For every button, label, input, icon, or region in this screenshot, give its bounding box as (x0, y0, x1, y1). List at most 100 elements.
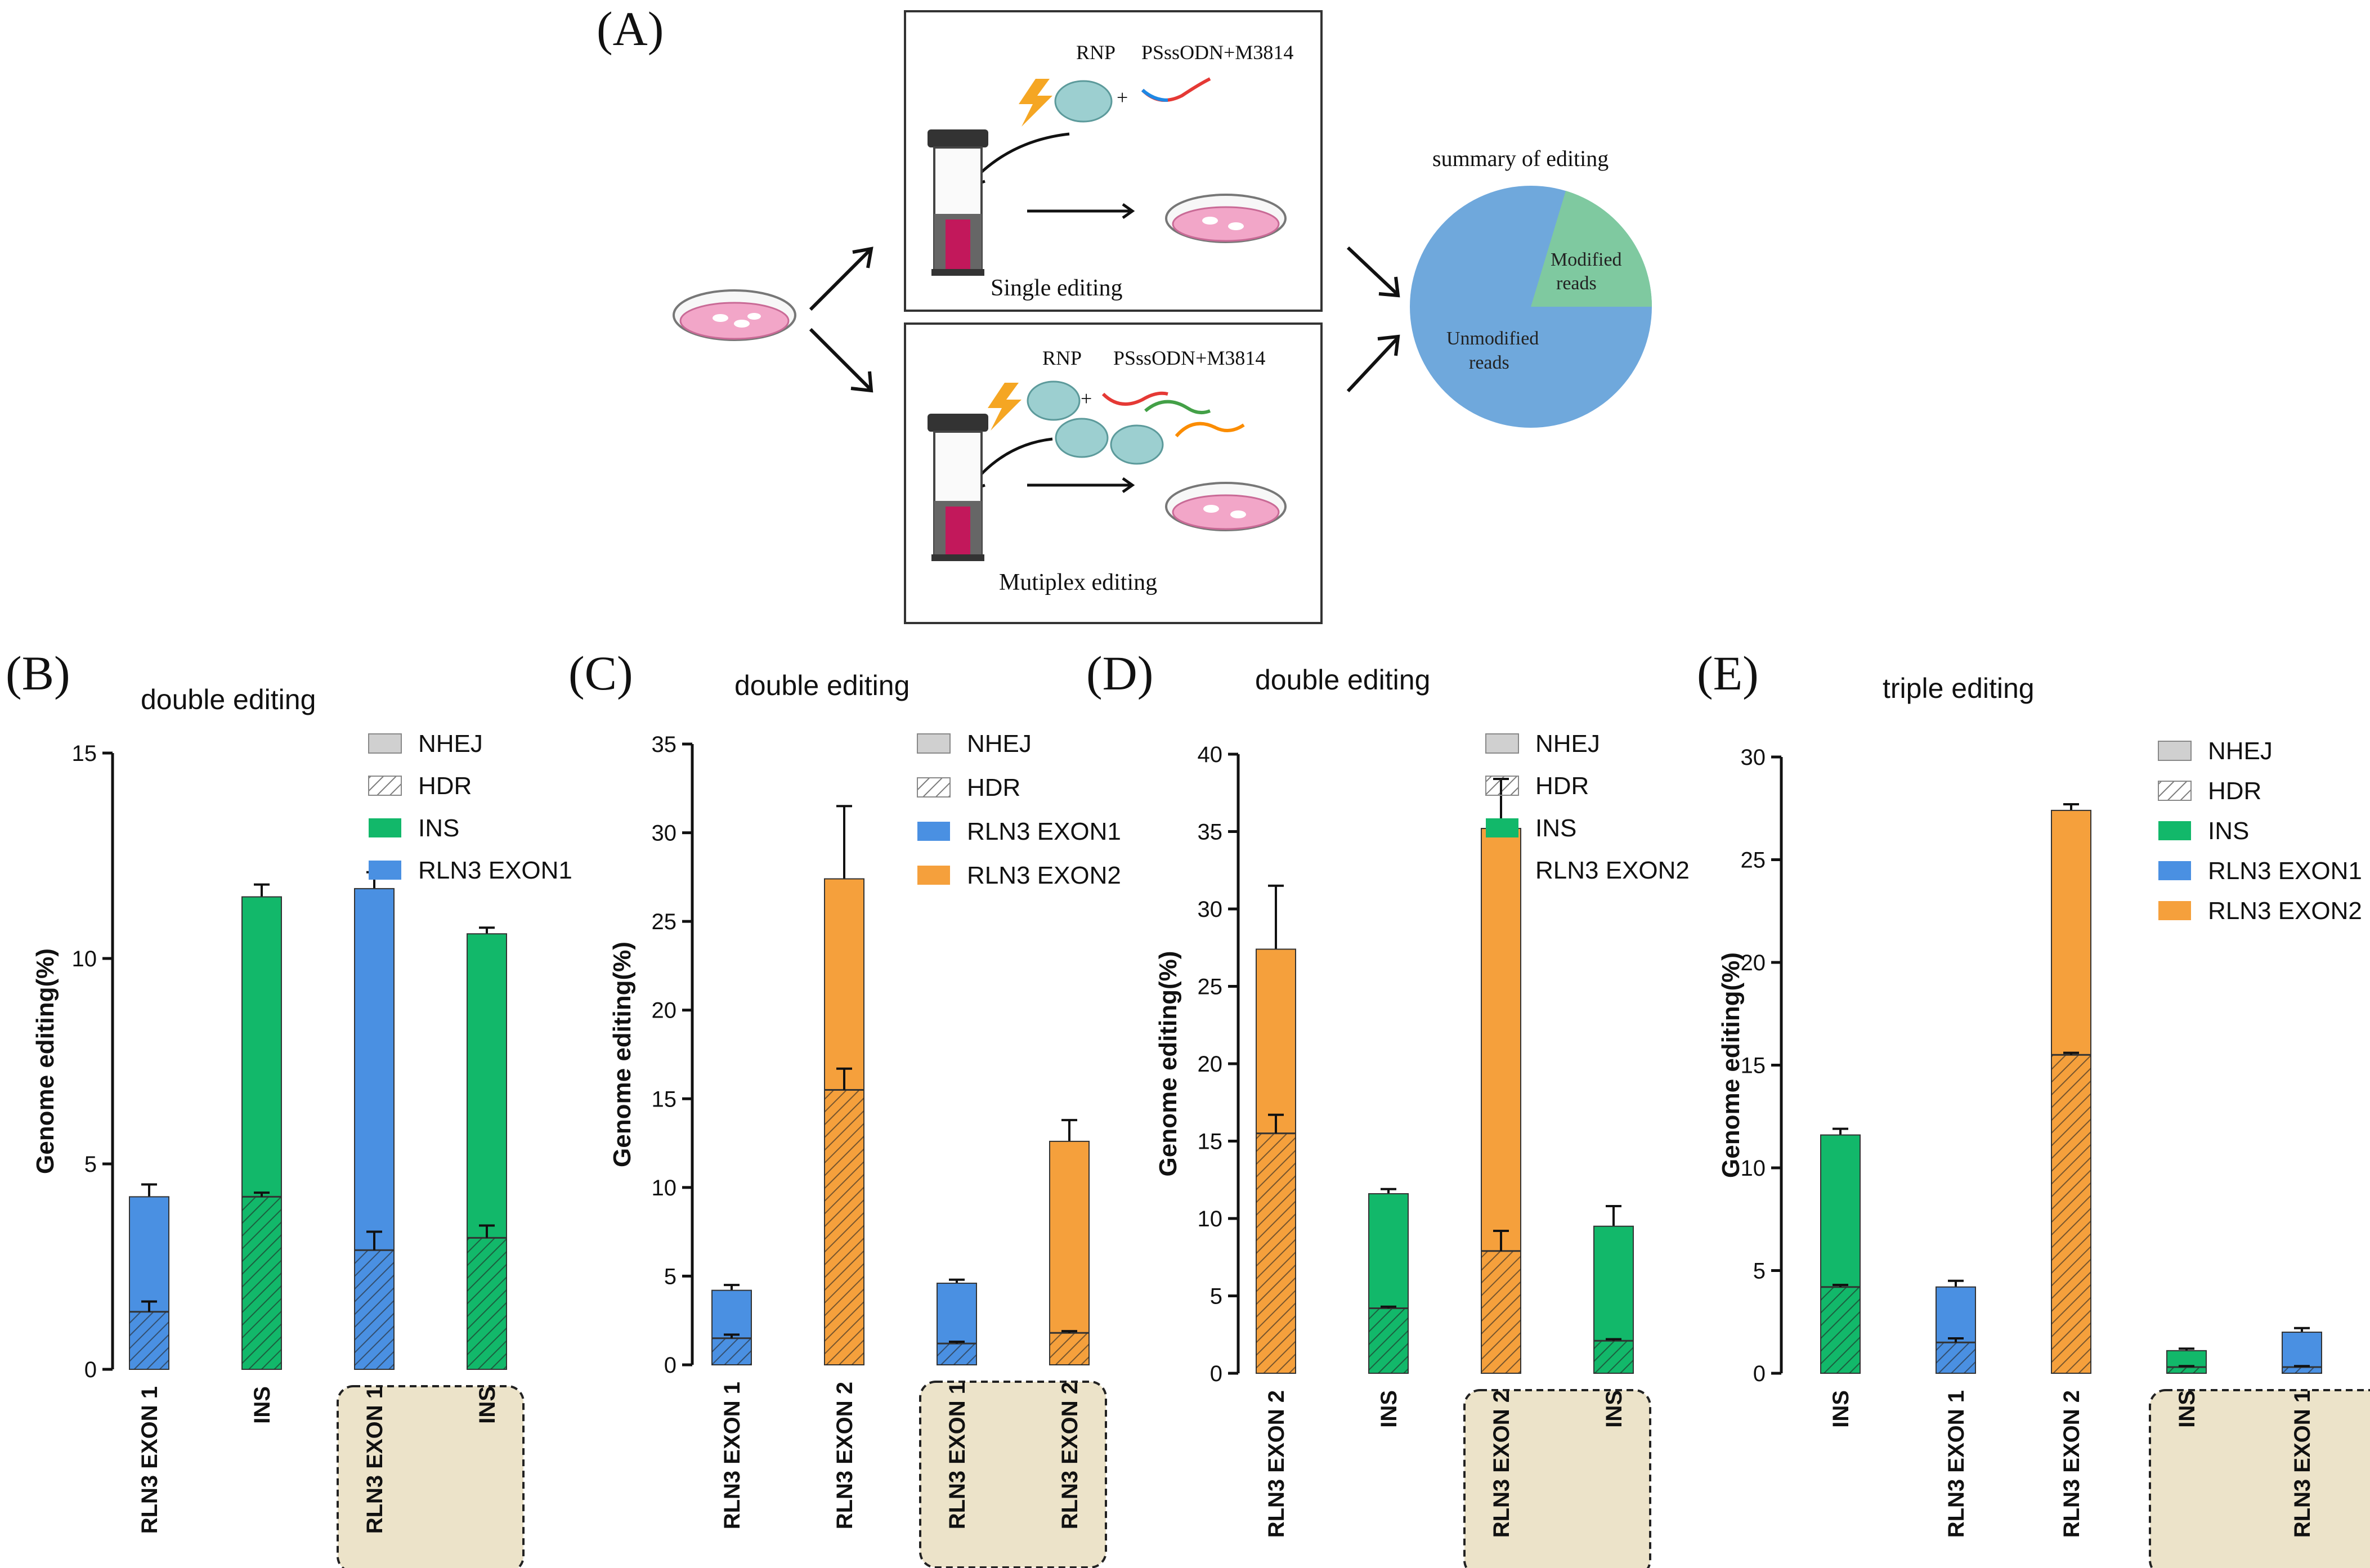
single-result-dish-icon (1165, 194, 1287, 243)
y-axis-label: Genome editing(%) (32, 948, 59, 1174)
legend-label: NHEJ (1535, 730, 1600, 758)
multiplex-result-dish-icon (1165, 482, 1287, 531)
bar-hdr-segment (1369, 1308, 1408, 1373)
legend-swatch (369, 861, 401, 880)
single-editing-box: RNP PSssODN+M3814 + (904, 10, 1323, 312)
electroporation-bolt-icon (1019, 79, 1052, 127)
chart-title: triple editing (1883, 673, 2035, 704)
category-label: RLN3 EXON 2 (1489, 1390, 1514, 1538)
multiplex-plus-sign: + (1081, 387, 1092, 410)
legend-label: INS (2208, 817, 2249, 845)
merge-arrows-icon (1346, 246, 1400, 393)
y-tick-label: 20 (1741, 951, 1766, 975)
legend-swatch (368, 776, 402, 796)
legend-swatch (917, 733, 951, 754)
bar-hdr-segment (825, 1090, 864, 1365)
y-tick-label: 0 (84, 1358, 97, 1382)
legend-label: NHEJ (967, 730, 1032, 758)
y-tick-label: 5 (1753, 1259, 1766, 1284)
y-tick-label: 35 (652, 732, 677, 757)
y-axis-label: Genome editing(%) (1717, 952, 1745, 1178)
y-tick-label: 25 (1198, 975, 1223, 1000)
pie-title: summary of editing (1432, 146, 1609, 171)
bar-hdr-segment (467, 1238, 507, 1369)
multiplex-donor-label: PSssODN+M3814 (1113, 347, 1265, 369)
panel-label: (D) (1086, 646, 1153, 700)
category-label: INS (475, 1386, 500, 1424)
legend-swatch (368, 733, 402, 754)
category-label: INS (250, 1386, 275, 1424)
y-tick-label: 25 (1741, 848, 1766, 873)
panel-a-schematic: (A) RNP PSssODN+M3814 + (597, 2, 1652, 624)
chart-title: double editing (141, 684, 316, 715)
bar-hdr-segment (129, 1311, 169, 1369)
chart-panel-d: (D) double editing 0 5 10 15 20 25 30 35 40 Genome … (1086, 646, 1690, 1568)
multiplex-rnp-1-icon (1027, 380, 1081, 421)
multiplex-rnp-2-icon (1055, 418, 1109, 458)
multiplex-rnp-label: RNP (1042, 347, 1082, 369)
legend-label: HDR (1535, 772, 1589, 800)
single-donor-label: PSssODN+M3814 (1141, 41, 1293, 64)
chart-title: double editing (734, 670, 910, 701)
category-label: RLN3 EXON 2 (832, 1382, 857, 1529)
legend-swatch (2158, 861, 2191, 880)
bar-hdr-segment (1481, 1251, 1521, 1373)
legend-swatch (2158, 821, 2191, 840)
y-tick-label: 30 (1198, 897, 1223, 922)
y-tick-label: 20 (652, 998, 677, 1023)
category-label: RLN3 EXON 2 (1058, 1382, 1082, 1529)
legend-label: RLN3 EXON1 (418, 857, 572, 884)
category-label: INS (1829, 1390, 1853, 1428)
y-axis-label: Genome editing(%) (1154, 951, 1182, 1177)
legend-label: NHEJ (418, 730, 483, 758)
chart-panel-e: (E) triple editing 0 5 10 15 20 25 30 Genome edit… (1697, 646, 2370, 1568)
chart-panel-b: (B) double editing 0 5 10 15 Genome editing(%)… (6, 646, 572, 1568)
y-tick-label: 35 (1198, 820, 1223, 845)
y-tick-label: 5 (1210, 1284, 1222, 1309)
y-tick-label: 0 (1753, 1361, 1766, 1386)
pie-unmodified-label-1: Unmodified (1446, 328, 1539, 349)
y-tick-label: 0 (1210, 1361, 1222, 1386)
y-tick-label: 30 (652, 821, 677, 846)
legend-label: RLN3 EXON2 (1535, 857, 1690, 884)
chart-panel-c: (C) double editing 0 5 10 15 20 25 30 35 Genome ed… (568, 646, 1121, 1568)
pie-slice-modified (1531, 191, 1652, 307)
multiplex-process-arrowhead-icon (1122, 477, 1135, 494)
bar-hdr-segment (242, 1197, 281, 1369)
bar-hdr-segment (355, 1250, 394, 1369)
multiplex-ssodn-3-icon (1175, 422, 1245, 437)
y-tick-label: 10 (1741, 1156, 1766, 1181)
editing-summary-pie: summary of editing Modified reads Unmodi… (1410, 146, 1652, 428)
legend-swatch (1485, 776, 1519, 796)
y-tick-label: 15 (72, 741, 97, 766)
bar-hdr-segment (1936, 1342, 1975, 1373)
single-editing-caption: Single editing (991, 275, 1123, 301)
chart-title: double editing (1255, 664, 1430, 696)
multiplex-cuvette-icon (928, 414, 988, 561)
multiplex-bolt-icon (988, 383, 1022, 431)
single-plus-sign: + (1117, 86, 1128, 109)
legend-swatch (1485, 733, 1519, 754)
legend-swatch (917, 822, 950, 841)
category-label: INS (1602, 1390, 1627, 1428)
bar-hdr-segment (1256, 1133, 1296, 1373)
multiplex-editing-box: RNP PSssODN+M3814 + (904, 322, 1323, 624)
legend-swatch (917, 777, 951, 798)
legend-label: HDR (967, 774, 1020, 801)
category-label: RLN3 EXON 1 (362, 1386, 387, 1534)
category-label: RLN3 EXON 1 (945, 1382, 970, 1529)
single-process-arrowhead-icon (1122, 203, 1135, 219)
bar-hdr-segment (2282, 1367, 2322, 1373)
highlight-group-box (919, 1381, 1107, 1568)
y-tick-label: 15 (1198, 1130, 1223, 1154)
legend-label: RLN3 EXON2 (2208, 897, 2362, 925)
legend-swatch (917, 866, 950, 885)
pie-modified-label-1: Modified (1551, 249, 1622, 270)
y-tick-label: 25 (652, 910, 677, 934)
category-label: RLN3 EXON 2 (2059, 1390, 2084, 1538)
rnp-complex-icon (1054, 80, 1113, 123)
multiplex-ssodn-1-icon (1101, 391, 1168, 406)
legend-label: HDR (2208, 777, 2261, 805)
branch-arrows-icon (809, 247, 873, 393)
